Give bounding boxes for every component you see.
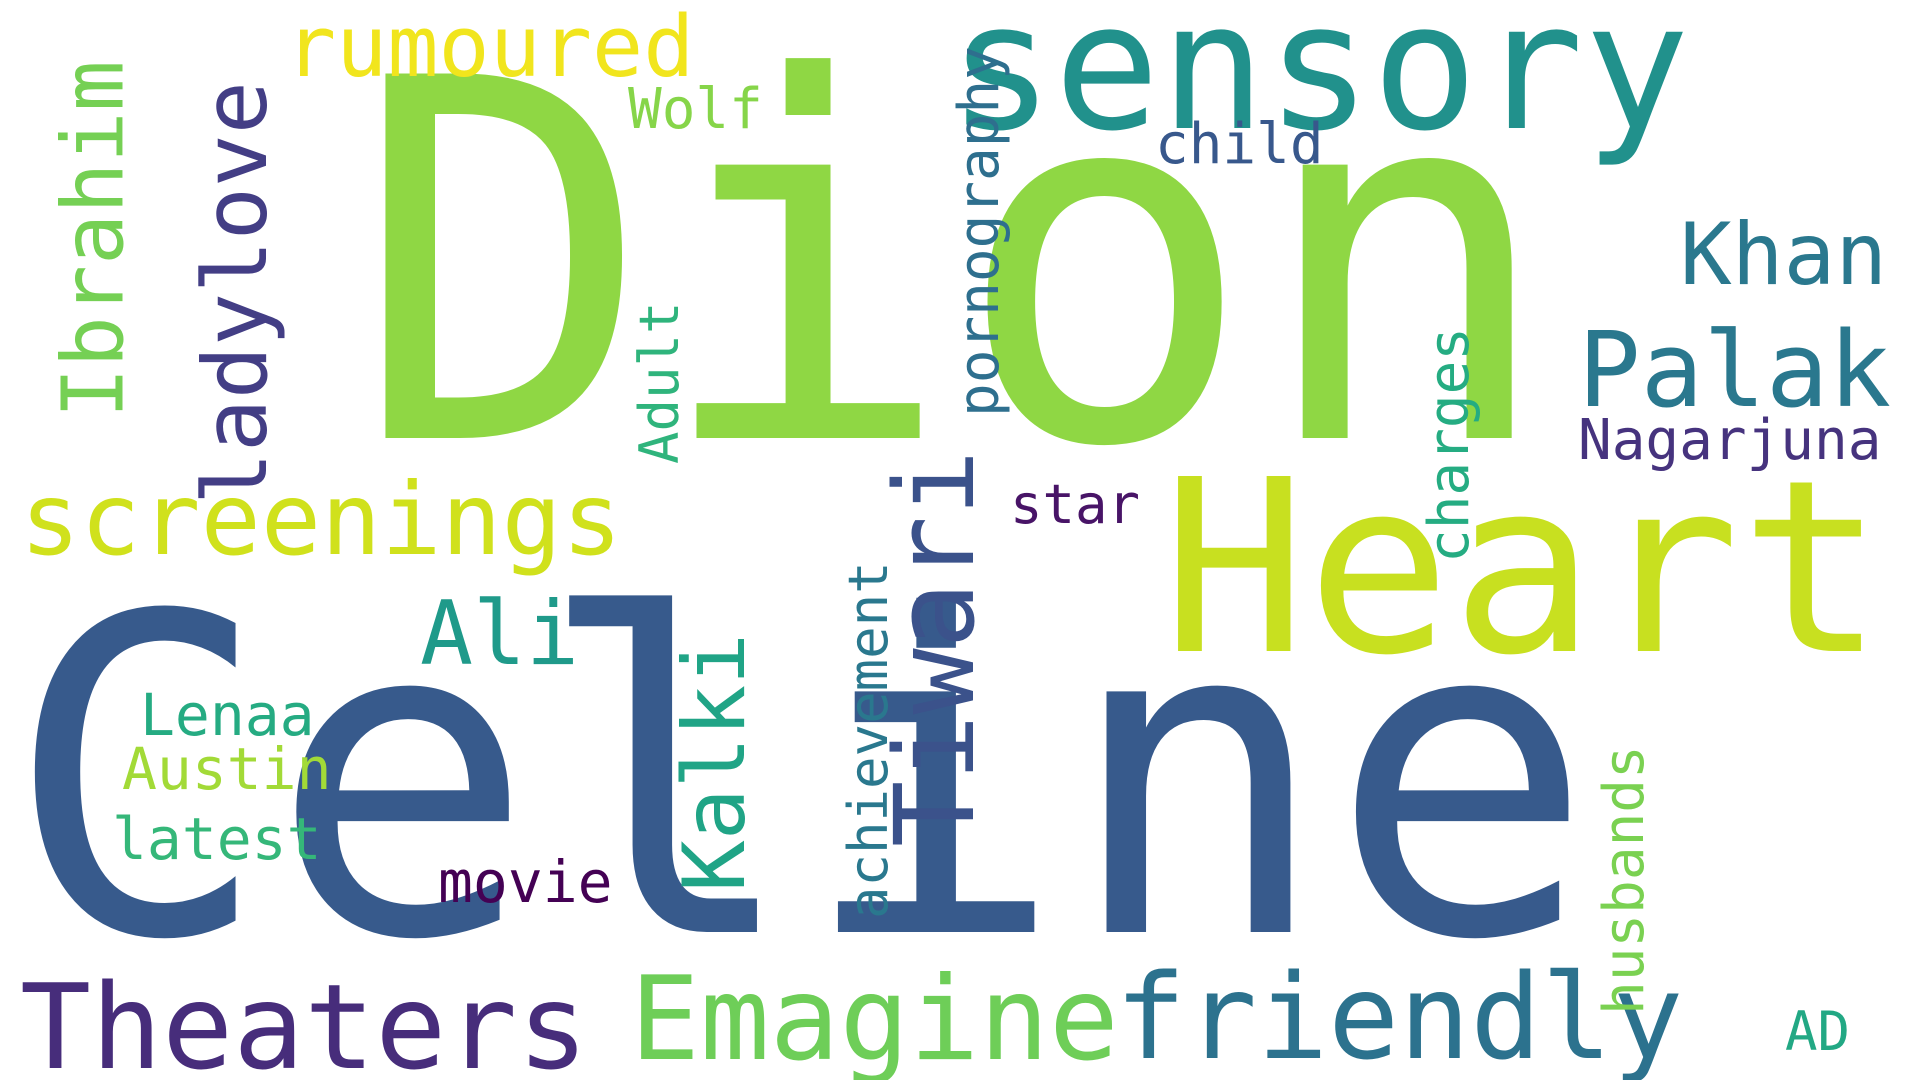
word-heart: Heart xyxy=(1162,428,1885,708)
word-pornography: pornography xyxy=(947,46,1012,417)
word-wolf: Wolf xyxy=(628,77,763,142)
word-husbands: husbands xyxy=(1592,745,1657,1015)
word-khan: Khan xyxy=(1680,205,1888,305)
word-ad: AD xyxy=(1785,1000,1851,1063)
word-friendly: friendly xyxy=(1115,948,1684,1080)
word-emagine: Emagine xyxy=(630,952,1119,1080)
word-screenings: screenings xyxy=(20,461,623,578)
word-star: star xyxy=(1010,473,1141,536)
word-ladylove: ladylove xyxy=(184,81,287,505)
word-lenaa: Lenaa xyxy=(140,681,315,749)
word-rumoured: rumoured xyxy=(285,0,695,97)
word-celine: Celine xyxy=(5,524,1595,1036)
word-adult: Adult xyxy=(628,301,691,464)
word-dion: Dion xyxy=(352,0,1557,556)
word-ibrahim: Ibrahim xyxy=(44,60,144,419)
word-nagarjuna: Nagarjuna xyxy=(1578,408,1882,473)
word-austin: Austin xyxy=(122,735,332,803)
word-latest: latest xyxy=(112,805,322,873)
word-achievement: achievement xyxy=(837,561,900,919)
word-palak: Palak xyxy=(1578,309,1892,431)
word-ali: Ali xyxy=(420,582,579,685)
word-sensory: sensory xyxy=(948,0,1690,170)
word-child: child xyxy=(1155,112,1324,177)
word-charges: charges xyxy=(1417,326,1482,563)
word-theaters: Theaters xyxy=(20,958,589,1080)
word-movie: movie xyxy=(438,848,613,916)
word-kalki: Kalki xyxy=(665,633,765,892)
